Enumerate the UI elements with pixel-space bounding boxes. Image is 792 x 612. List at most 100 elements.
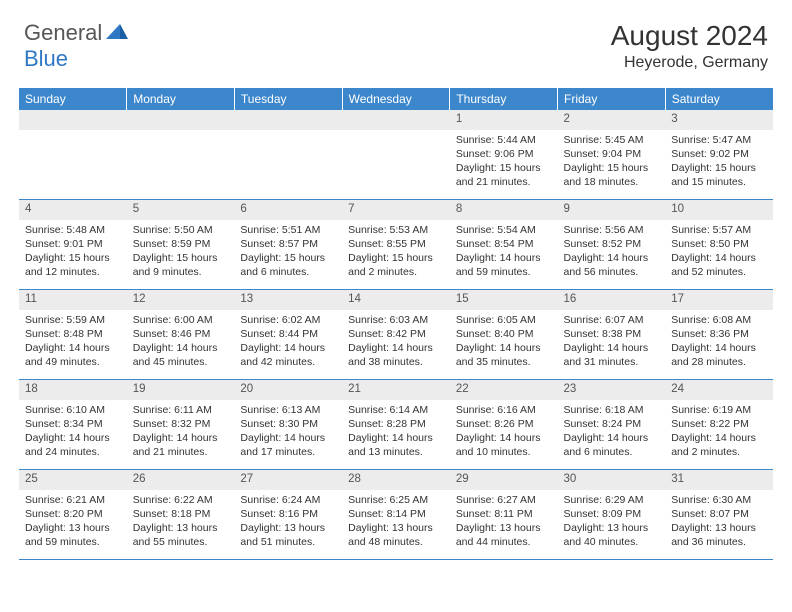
day-number: 15 [450, 290, 558, 310]
sunrise-text: Sunrise: 5:50 AM [133, 223, 229, 237]
day-number-row: 11121314151617 [19, 290, 773, 310]
sunrise-text: Sunrise: 5:53 AM [348, 223, 444, 237]
day-number: 7 [342, 200, 450, 220]
location-label: Heyerode, Germany [611, 54, 768, 72]
daylight-text: Daylight: 14 hours and 49 minutes. [25, 341, 121, 369]
day-number: 21 [342, 380, 450, 400]
calendar-table: Sunday Monday Tuesday Wednesday Thursday… [19, 88, 773, 560]
sunset-text: Sunset: 8:22 PM [671, 417, 767, 431]
day-number: 22 [450, 380, 558, 400]
daylight-text: Daylight: 14 hours and 10 minutes. [456, 431, 552, 459]
sunset-text: Sunset: 8:46 PM [133, 327, 229, 341]
sunrise-text: Sunrise: 6:30 AM [671, 493, 767, 507]
day-header: Monday [127, 88, 235, 110]
day-cell: Sunrise: 6:11 AMSunset: 8:32 PMDaylight:… [127, 400, 235, 470]
sunset-text: Sunset: 8:42 PM [348, 327, 444, 341]
day-content-row: Sunrise: 5:48 AMSunset: 9:01 PMDaylight:… [19, 220, 773, 290]
day-header: Saturday [665, 88, 773, 110]
sunrise-text: Sunrise: 6:08 AM [671, 313, 767, 327]
day-header-row: Sunday Monday Tuesday Wednesday Thursday… [19, 88, 773, 110]
daylight-text: Daylight: 13 hours and 48 minutes. [348, 521, 444, 549]
sunrise-text: Sunrise: 6:05 AM [456, 313, 552, 327]
week-divider [19, 560, 773, 561]
sunset-text: Sunset: 9:04 PM [564, 147, 660, 161]
daylight-text: Daylight: 13 hours and 51 minutes. [240, 521, 336, 549]
sunrise-text: Sunrise: 6:13 AM [240, 403, 336, 417]
daylight-text: Daylight: 14 hours and 59 minutes. [456, 251, 552, 279]
sunset-text: Sunset: 9:02 PM [671, 147, 767, 161]
sunset-text: Sunset: 8:40 PM [456, 327, 552, 341]
day-number: 23 [558, 380, 666, 400]
daylight-text: Daylight: 14 hours and 42 minutes. [240, 341, 336, 369]
sunrise-text: Sunrise: 6:16 AM [456, 403, 552, 417]
sunrise-text: Sunrise: 6:19 AM [671, 403, 767, 417]
day-number-row: 25262728293031 [19, 470, 773, 490]
day-cell: Sunrise: 5:57 AMSunset: 8:50 PMDaylight:… [665, 220, 773, 290]
day-cell: Sunrise: 6:24 AMSunset: 8:16 PMDaylight:… [234, 490, 342, 560]
day-cell: Sunrise: 6:10 AMSunset: 8:34 PMDaylight:… [19, 400, 127, 470]
daylight-text: Daylight: 14 hours and 24 minutes. [25, 431, 121, 459]
day-number: 28 [342, 470, 450, 490]
daylight-text: Daylight: 15 hours and 6 minutes. [240, 251, 336, 279]
day-content-row: Sunrise: 5:59 AMSunset: 8:48 PMDaylight:… [19, 310, 773, 380]
sunrise-text: Sunrise: 6:07 AM [564, 313, 660, 327]
daylight-text: Daylight: 15 hours and 15 minutes. [671, 161, 767, 189]
sunrise-text: Sunrise: 6:24 AM [240, 493, 336, 507]
day-cell: Sunrise: 6:08 AMSunset: 8:36 PMDaylight:… [665, 310, 773, 380]
day-number [19, 110, 127, 130]
day-number: 2 [558, 110, 666, 130]
title-block: August 2024 Heyerode, Germany [611, 20, 768, 72]
daylight-text: Daylight: 13 hours and 59 minutes. [25, 521, 121, 549]
daylight-text: Daylight: 15 hours and 2 minutes. [348, 251, 444, 279]
sunrise-text: Sunrise: 5:48 AM [25, 223, 121, 237]
day-number-row: 45678910 [19, 200, 773, 220]
day-number: 29 [450, 470, 558, 490]
day-number: 4 [19, 200, 127, 220]
daylight-text: Daylight: 14 hours and 35 minutes. [456, 341, 552, 369]
day-number [234, 110, 342, 130]
logo-triangle-icon [106, 22, 128, 45]
day-number: 17 [665, 290, 773, 310]
sunset-text: Sunset: 8:09 PM [564, 507, 660, 521]
daylight-text: Daylight: 13 hours and 55 minutes. [133, 521, 229, 549]
day-cell: Sunrise: 6:29 AMSunset: 8:09 PMDaylight:… [558, 490, 666, 560]
day-cell: Sunrise: 5:56 AMSunset: 8:52 PMDaylight:… [558, 220, 666, 290]
sunrise-text: Sunrise: 5:44 AM [456, 133, 552, 147]
sunrise-text: Sunrise: 6:21 AM [25, 493, 121, 507]
day-number: 5 [127, 200, 235, 220]
daylight-text: Daylight: 15 hours and 9 minutes. [133, 251, 229, 279]
day-number: 26 [127, 470, 235, 490]
sunrise-text: Sunrise: 6:27 AM [456, 493, 552, 507]
sunrise-text: Sunrise: 6:11 AM [133, 403, 229, 417]
day-cell: Sunrise: 6:07 AMSunset: 8:38 PMDaylight:… [558, 310, 666, 380]
day-cell [127, 130, 235, 200]
sunrise-text: Sunrise: 5:54 AM [456, 223, 552, 237]
sunset-text: Sunset: 8:32 PM [133, 417, 229, 431]
sunrise-text: Sunrise: 5:56 AM [564, 223, 660, 237]
day-cell: Sunrise: 5:50 AMSunset: 8:59 PMDaylight:… [127, 220, 235, 290]
sunset-text: Sunset: 8:54 PM [456, 237, 552, 251]
daylight-text: Daylight: 14 hours and 28 minutes. [671, 341, 767, 369]
daylight-text: Daylight: 13 hours and 40 minutes. [564, 521, 660, 549]
sunset-text: Sunset: 8:34 PM [25, 417, 121, 431]
sunset-text: Sunset: 8:11 PM [456, 507, 552, 521]
day-header: Sunday [19, 88, 127, 110]
day-number: 8 [450, 200, 558, 220]
logo-text-blue: Blue [24, 46, 68, 71]
day-cell: Sunrise: 6:25 AMSunset: 8:14 PMDaylight:… [342, 490, 450, 560]
sunset-text: Sunset: 8:07 PM [671, 507, 767, 521]
daylight-text: Daylight: 15 hours and 12 minutes. [25, 251, 121, 279]
day-number: 19 [127, 380, 235, 400]
daylight-text: Daylight: 14 hours and 17 minutes. [240, 431, 336, 459]
day-cell: Sunrise: 5:54 AMSunset: 8:54 PMDaylight:… [450, 220, 558, 290]
day-content-row: Sunrise: 6:21 AMSunset: 8:20 PMDaylight:… [19, 490, 773, 560]
sunrise-text: Sunrise: 5:51 AM [240, 223, 336, 237]
day-number: 6 [234, 200, 342, 220]
day-cell: Sunrise: 6:13 AMSunset: 8:30 PMDaylight:… [234, 400, 342, 470]
day-content-row: Sunrise: 5:44 AMSunset: 9:06 PMDaylight:… [19, 130, 773, 200]
day-cell: Sunrise: 6:22 AMSunset: 8:18 PMDaylight:… [127, 490, 235, 560]
sunset-text: Sunset: 8:52 PM [564, 237, 660, 251]
daylight-text: Daylight: 14 hours and 2 minutes. [671, 431, 767, 459]
sunset-text: Sunset: 8:50 PM [671, 237, 767, 251]
day-header: Friday [558, 88, 666, 110]
